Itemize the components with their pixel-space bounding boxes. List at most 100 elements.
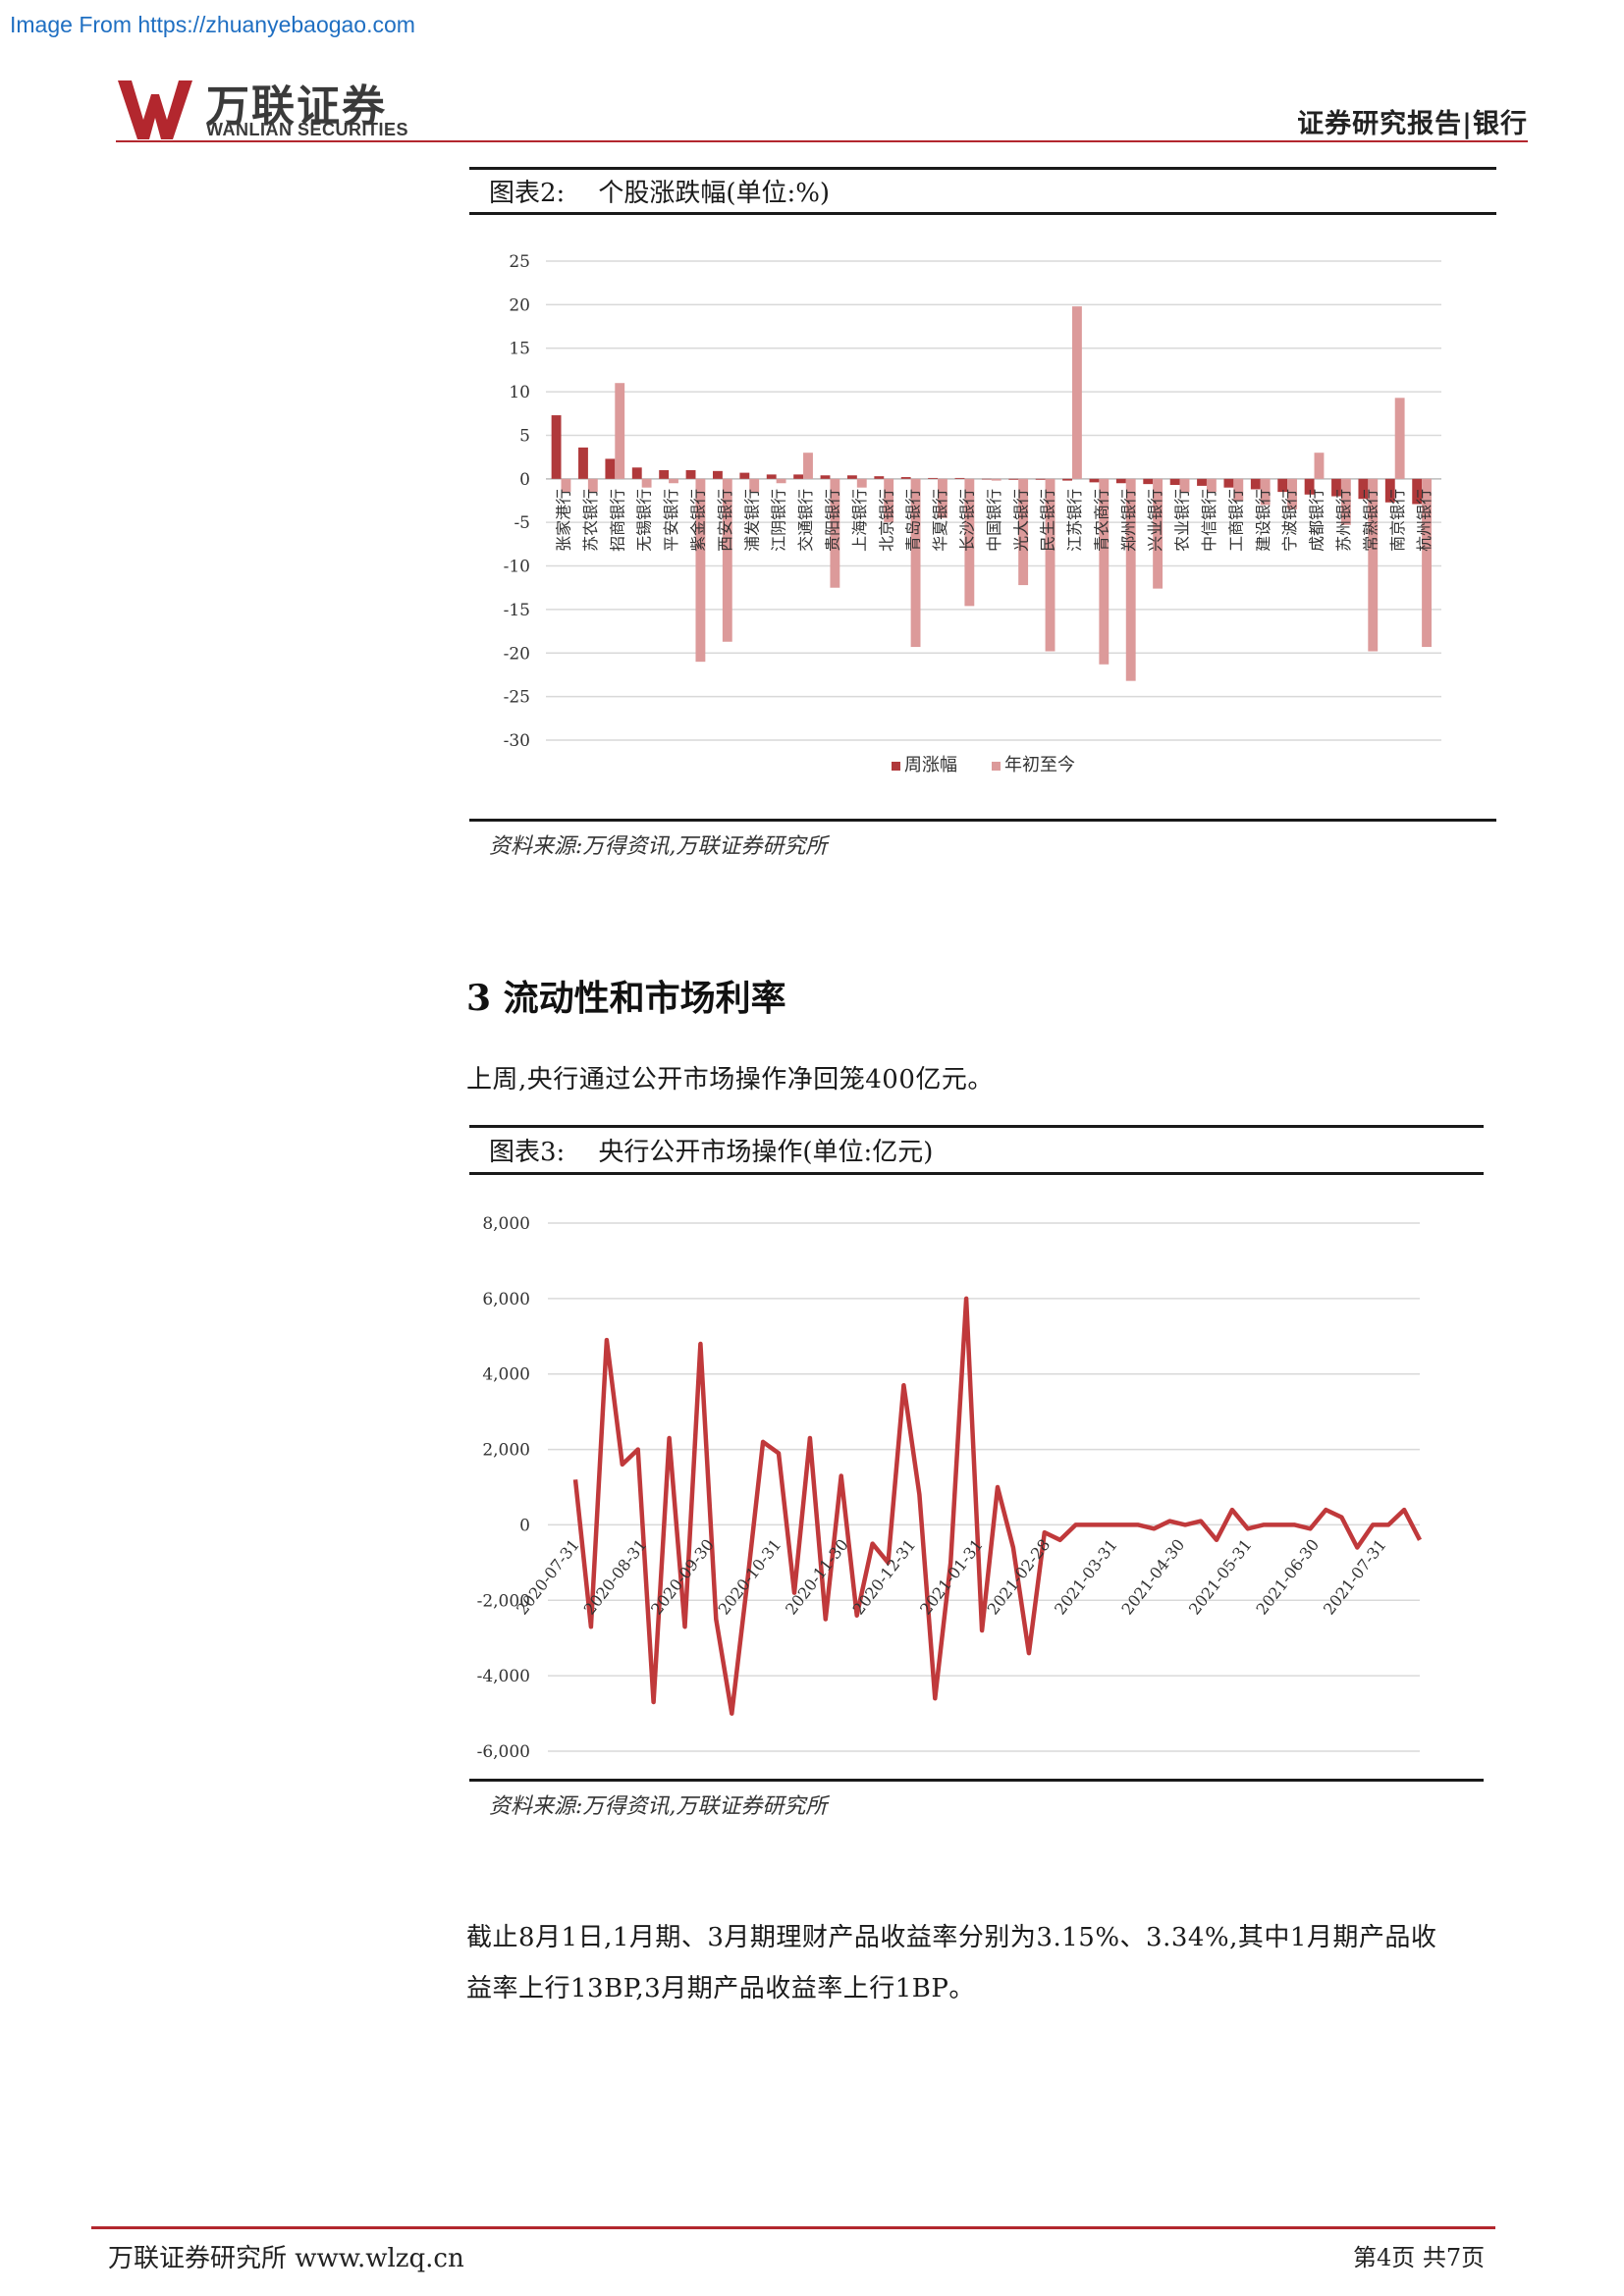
- ytd-change-bar: [695, 478, 706, 663]
- ytd-change-bar: [561, 478, 571, 493]
- ytd-change-bar: [1071, 306, 1082, 479]
- ytd-change-bar: [1233, 478, 1244, 501]
- yield-paragraph-line-1: 截止8月1日,1月期、3月期理财产品收益率分别为3.15%、3.34%,其中1月…: [466, 1923, 1437, 1952]
- x-category-label: 长沙银行: [957, 489, 976, 552]
- y-tick-label: -20: [504, 644, 530, 664]
- ytd-change-bar: [1153, 478, 1164, 589]
- figure2-caption: 个股涨跌幅(单位:%): [598, 179, 831, 208]
- ytd-change-bar: [1314, 453, 1325, 479]
- stock-change-bar-chart: 25 20 15 10 5 0 -5 -10 -15 -20 -25 -30 张家港行 苏农银行 招商银行无…: [504, 252, 1441, 775]
- weekly-change-bar: [820, 475, 831, 479]
- ytd-change-bar: [910, 478, 921, 648]
- figure3-caption: 央行公开市场操作(单位:亿元): [598, 1138, 934, 1167]
- x-category-label: 华夏银行: [931, 489, 949, 552]
- logo-chinese-text: 万联证券: [206, 81, 387, 132]
- ytd-change-bar: [587, 478, 598, 493]
- x-tick-label: 2021-07-31: [1320, 1535, 1390, 1618]
- y-tick-label: 10: [509, 383, 530, 402]
- figure2-bottom-rule: [469, 819, 1496, 822]
- x-category-label: 北京银行: [877, 489, 895, 552]
- weekly-change-bar: [1115, 478, 1126, 484]
- weekly-change-bar: [954, 477, 965, 479]
- x-tick-label: 2021-05-31: [1185, 1535, 1256, 1618]
- x-category-label: 上海银行: [850, 489, 869, 552]
- x-category-label: 苏州银行: [1334, 489, 1353, 552]
- weekly-change-bar: [981, 478, 992, 480]
- y-tick-label: -30: [504, 731, 530, 751]
- weekly-change-bar: [766, 474, 777, 479]
- x-category-label: 中国银行: [985, 489, 1003, 552]
- weekly-change-bar: [900, 477, 911, 479]
- ytd-change-bar: [856, 478, 867, 488]
- weekly-change-bar: [1250, 478, 1261, 490]
- x-tick-label: 2021-02-28: [984, 1535, 1055, 1618]
- x-category-label: 青岛银行: [904, 489, 923, 552]
- x-category-label: 宁波银行: [1280, 489, 1299, 552]
- ytd-change-bar: [1394, 398, 1405, 479]
- weekly-change-bar: [1062, 478, 1072, 481]
- operation-series-line: [572, 1296, 1422, 1716]
- ytd-change-bar: [1422, 478, 1432, 648]
- ytd-change-bar: [615, 383, 625, 479]
- page-number: 第4页 共7页: [1353, 2244, 1486, 2271]
- logo-english-text: WANLIAN SECURITIES: [206, 120, 409, 139]
- ytd-change-bar: [1179, 478, 1190, 493]
- y-tick-label: 25: [509, 252, 530, 272]
- legend-label: 年初至今: [1004, 755, 1075, 775]
- weekly-change-bar: [1197, 478, 1207, 486]
- source-watermark: Image From https://zhuanyebaogao.com: [10, 12, 415, 37]
- figure2-label: 图表2:: [489, 179, 566, 208]
- x-category-label: 江苏银行: [1065, 489, 1084, 552]
- ytd-change-bar: [1260, 478, 1271, 506]
- ytd-change-bar: [991, 478, 1001, 481]
- weekly-change-bar: [713, 470, 723, 479]
- x-tick-label: 2021-06-30: [1252, 1535, 1323, 1618]
- x-category-label: 南京银行: [1388, 489, 1407, 552]
- y-tick-label: -2,000: [477, 1591, 530, 1611]
- x-tick-label: 2020-08-31: [580, 1535, 651, 1618]
- x-category-label: 民生银行: [1039, 489, 1057, 552]
- weekly-change-bar: [1035, 478, 1046, 480]
- weekly-change-bar: [928, 477, 939, 479]
- ytd-change-bar: [830, 478, 840, 588]
- figure3-title-rule: [469, 1172, 1484, 1175]
- x-category-label: 无锡银行: [635, 489, 654, 552]
- x-category-label: 青农商行: [1092, 489, 1110, 552]
- weekly-change-bar: [551, 415, 562, 479]
- x-category-label: 苏农银行: [581, 489, 600, 552]
- x-category-label: 工商银行: [1226, 489, 1245, 552]
- x-category-label: 兴业银行: [1146, 489, 1164, 552]
- weekly-change-bar: [1089, 478, 1100, 483]
- x-category-label: 浦发银行: [742, 489, 761, 552]
- y-tick-label: 0: [519, 470, 530, 490]
- footer-publisher: 万联证券研究所 www.wlzq.cn: [108, 2244, 464, 2273]
- x-category-label: 招商银行: [608, 489, 626, 552]
- ytd-change-bar: [803, 453, 813, 479]
- ytd-change-bar: [641, 478, 652, 488]
- x-category-label: 贵阳银行: [824, 489, 842, 552]
- ytd-change-bar: [749, 478, 760, 493]
- x-category-label: 杭州银行: [1415, 489, 1434, 552]
- x-category-label: 中信银行: [1200, 489, 1218, 552]
- y-tick-label: 2,000: [482, 1441, 530, 1461]
- ytd-change-bar: [722, 478, 732, 642]
- legend-swatch: [892, 762, 900, 771]
- ytd-change-bar: [1125, 478, 1136, 681]
- weekly-change-bar: [1412, 478, 1423, 505]
- weekly-change-bar: [1304, 478, 1315, 495]
- weekly-change-bar: [1143, 478, 1154, 485]
- section-intro: 上周,央行通过公开市场操作净回笼400亿元。: [466, 1065, 994, 1095]
- y-tick-label: -25: [504, 688, 530, 708]
- x-tick-label: 2020-12-31: [849, 1535, 920, 1618]
- weekly-change-bar: [659, 469, 670, 479]
- y-tick-label: 8,000: [482, 1214, 530, 1234]
- x-category-label: 成都银行: [1308, 489, 1326, 552]
- x-category-label: 郑州银行: [1119, 489, 1138, 552]
- weekly-change-bar: [1358, 478, 1369, 500]
- x-category-label: 光大银行: [1011, 489, 1030, 552]
- weekly-change-bar: [1384, 478, 1395, 503]
- open-market-operation-line-chart: 8,000 6,000 4,000 2,000 0 -2,000 -4,000 -6,000 2…: [477, 1214, 1422, 1762]
- x-category-label: 紫金银行: [689, 489, 708, 552]
- figure3-source: 资料来源:万得资讯,万联证券研究所: [489, 1794, 828, 1819]
- ytd-change-bar: [964, 478, 975, 607]
